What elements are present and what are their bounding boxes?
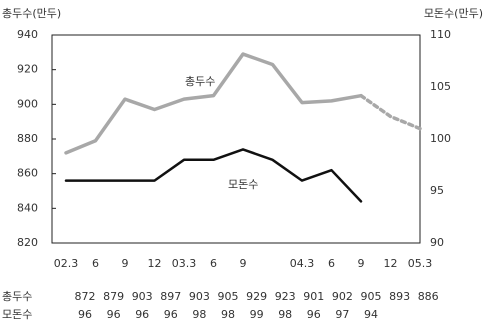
x-tick-label: 9 bbox=[358, 257, 365, 270]
table-value: 905 bbox=[361, 290, 382, 303]
table-value: 94 bbox=[364, 308, 378, 321]
table-row-label: 모돈수 bbox=[2, 308, 32, 321]
x-tick-label: 9 bbox=[122, 257, 129, 270]
y2-axis-title: 모돈수(만두) bbox=[424, 7, 483, 20]
y-tick-label: 880 bbox=[17, 132, 38, 145]
table-value: 96 bbox=[307, 308, 321, 321]
series-label: 총두수 bbox=[185, 75, 215, 88]
x-tick-label: 6 bbox=[92, 257, 99, 270]
table-value: 97 bbox=[335, 308, 349, 321]
y-tick-label: 900 bbox=[17, 97, 38, 110]
y2-tick-label: 100 bbox=[430, 132, 451, 145]
table-value: 96 bbox=[78, 308, 92, 321]
y-tick-label: 840 bbox=[17, 201, 38, 214]
y-axis-title: 총두수(만두) bbox=[2, 7, 61, 20]
table-value: 901 bbox=[303, 290, 324, 303]
x-tick-label: 05.3 bbox=[408, 257, 433, 270]
table-value: 98 bbox=[192, 308, 206, 321]
x-tick-label: 6 bbox=[210, 257, 217, 270]
table-row-label: 총두수 bbox=[2, 290, 32, 303]
x-tick-label: 12 bbox=[384, 257, 398, 270]
series-line bbox=[64, 148, 363, 203]
table-value: 897 bbox=[160, 290, 181, 303]
table-value: 96 bbox=[135, 308, 149, 321]
y-tick-label: 920 bbox=[17, 63, 38, 76]
y-tick-label: 860 bbox=[17, 167, 38, 180]
table-value: 886 bbox=[418, 290, 439, 303]
series-label: 모돈수 bbox=[228, 178, 258, 191]
table-value: 903 bbox=[189, 290, 210, 303]
x-tick-label: 6 bbox=[328, 257, 335, 270]
table-value: 99 bbox=[250, 308, 264, 321]
y-tick-label: 940 bbox=[17, 28, 38, 41]
table-value: 96 bbox=[107, 308, 121, 321]
series-line bbox=[64, 52, 363, 155]
table-value: 929 bbox=[246, 290, 267, 303]
x-tick-label: 04.3 bbox=[290, 257, 315, 270]
y2-tick-label: 90 bbox=[430, 236, 444, 249]
y-tick-label: 820 bbox=[17, 236, 38, 249]
y2-tick-label: 110 bbox=[430, 28, 451, 41]
table-value: 923 bbox=[275, 290, 296, 303]
x-tick-label: 03.3 bbox=[172, 257, 197, 270]
table-value: 872 bbox=[75, 290, 96, 303]
table-value: 893 bbox=[389, 290, 410, 303]
y2-tick-label: 95 bbox=[430, 184, 444, 197]
table-value: 98 bbox=[278, 308, 292, 321]
table-value: 98 bbox=[221, 308, 235, 321]
x-tick-label: 9 bbox=[240, 257, 247, 270]
table-value: 902 bbox=[332, 290, 353, 303]
x-tick-label: 02.3 bbox=[54, 257, 79, 270]
series-line bbox=[359, 93, 422, 131]
table-value: 96 bbox=[164, 308, 178, 321]
table-value: 903 bbox=[132, 290, 153, 303]
x-tick-label: 12 bbox=[148, 257, 162, 270]
y2-tick-label: 105 bbox=[430, 80, 451, 93]
table-value: 905 bbox=[218, 290, 239, 303]
table-value: 879 bbox=[103, 290, 124, 303]
